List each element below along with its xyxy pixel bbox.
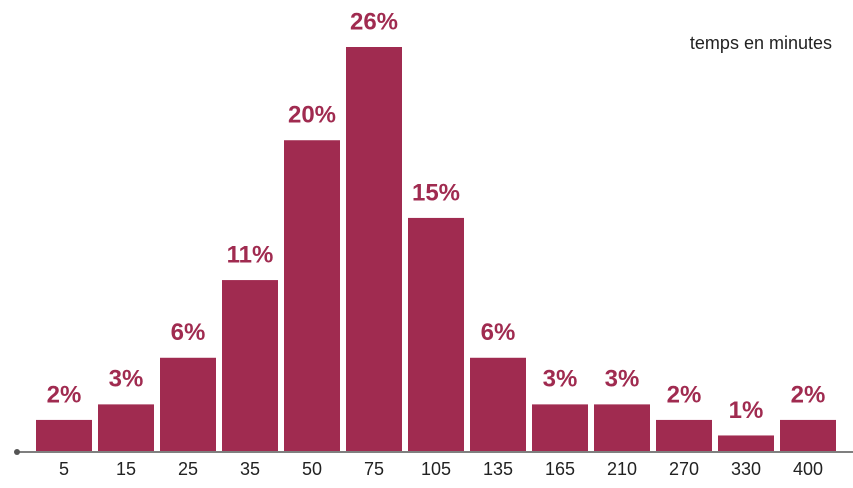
bar (656, 419, 712, 451)
bar (284, 140, 340, 451)
x-tick-label: 25 (178, 459, 198, 479)
value-label: 1% (729, 397, 764, 424)
value-label: 3% (543, 366, 578, 393)
x-tick-label: 165 (545, 459, 575, 479)
bar (408, 217, 464, 451)
bar (36, 419, 92, 451)
x-tick-label: 75 (364, 459, 384, 479)
value-label: 20% (288, 102, 336, 129)
value-label: 15% (412, 179, 460, 206)
x-tick-label: 50 (302, 459, 322, 479)
x-tick-label: 15 (116, 459, 136, 479)
value-label: 11% (227, 241, 274, 268)
value-label: 3% (605, 366, 640, 393)
axis-dot (14, 449, 20, 455)
bar (594, 404, 650, 451)
value-label: 2% (791, 381, 826, 408)
x-tick-label: 35 (240, 459, 260, 479)
value-label: 6% (481, 319, 516, 346)
x-tick-label: 210 (607, 459, 637, 479)
x-tick-label: 135 (483, 459, 513, 479)
bar (222, 280, 278, 451)
value-label: 2% (667, 381, 702, 408)
value-label: 3% (109, 366, 144, 393)
bar (346, 47, 402, 451)
annotation: temps en minutes (690, 33, 832, 53)
value-label: 6% (171, 319, 206, 346)
x-tick-label: 5 (59, 459, 69, 479)
value-label: 26% (350, 8, 398, 35)
bar (160, 357, 216, 451)
bar (718, 435, 774, 451)
bar (780, 419, 836, 451)
value-label: 2% (47, 381, 82, 408)
x-tick-label: 270 (669, 459, 699, 479)
x-tick-label: 330 (731, 459, 761, 479)
bar (532, 404, 588, 451)
x-tick-label: 400 (793, 459, 823, 479)
x-tick-label: 105 (421, 459, 451, 479)
bar (98, 404, 154, 451)
bar (470, 357, 526, 451)
